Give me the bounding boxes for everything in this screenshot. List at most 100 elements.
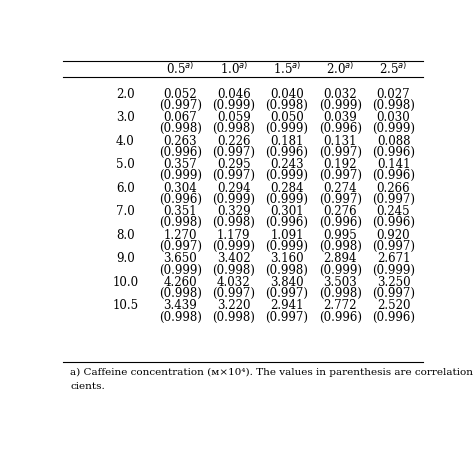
Text: (0.999): (0.999) xyxy=(265,123,309,136)
Text: (0.997): (0.997) xyxy=(265,310,309,323)
Text: (0.999): (0.999) xyxy=(319,99,362,112)
Text: (0.998): (0.998) xyxy=(265,99,309,112)
Text: (0.998): (0.998) xyxy=(212,216,255,229)
Text: (0.998): (0.998) xyxy=(212,310,255,323)
Text: 0.181: 0.181 xyxy=(270,135,304,148)
Text: (0.997): (0.997) xyxy=(212,287,255,300)
Text: (0.997): (0.997) xyxy=(319,146,362,159)
Text: 1.0$^{a)}$: 1.0$^{a)}$ xyxy=(219,62,248,77)
Text: 0.039: 0.039 xyxy=(323,111,357,124)
Text: 3.250: 3.250 xyxy=(377,276,410,289)
Text: 0.329: 0.329 xyxy=(217,205,251,218)
Text: 0.995: 0.995 xyxy=(323,229,357,242)
Text: 2.772: 2.772 xyxy=(324,299,357,313)
Text: (0.997): (0.997) xyxy=(159,240,202,253)
Text: (0.998): (0.998) xyxy=(159,216,202,229)
Text: 1.091: 1.091 xyxy=(270,229,304,242)
Text: (0.999): (0.999) xyxy=(159,169,202,182)
Text: 3.840: 3.840 xyxy=(270,276,304,289)
Text: 1.5$^{a)}$: 1.5$^{a)}$ xyxy=(273,62,301,77)
Text: (0.996): (0.996) xyxy=(372,310,415,323)
Text: (0.996): (0.996) xyxy=(159,193,202,206)
Text: 2.941: 2.941 xyxy=(270,299,304,313)
Text: 3.650: 3.650 xyxy=(164,252,197,265)
Text: 3.220: 3.220 xyxy=(217,299,250,313)
Text: 3.439: 3.439 xyxy=(164,299,197,313)
Text: (0.999): (0.999) xyxy=(212,240,255,253)
Text: 2.671: 2.671 xyxy=(377,252,410,265)
Text: (0.998): (0.998) xyxy=(212,264,255,277)
Text: 0.294: 0.294 xyxy=(217,182,251,195)
Text: 0.131: 0.131 xyxy=(324,135,357,148)
Text: (0.999): (0.999) xyxy=(319,264,362,277)
Text: 0.030: 0.030 xyxy=(377,111,410,124)
Text: (0.996): (0.996) xyxy=(372,169,415,182)
Text: cients.: cients. xyxy=(70,383,105,392)
Text: a) Caffeine concentration (ᴍ×10⁴). The values in parenthesis are correlation coe: a) Caffeine concentration (ᴍ×10⁴). The v… xyxy=(70,367,474,377)
Text: (0.997): (0.997) xyxy=(265,287,309,300)
Text: (0.996): (0.996) xyxy=(372,146,415,159)
Text: (0.996): (0.996) xyxy=(319,310,362,323)
Text: (0.998): (0.998) xyxy=(265,264,309,277)
Text: 0.141: 0.141 xyxy=(377,158,410,172)
Text: 2.5$^{a)}$: 2.5$^{a)}$ xyxy=(379,62,408,77)
Text: 10.0: 10.0 xyxy=(112,276,138,289)
Text: 0.088: 0.088 xyxy=(377,135,410,148)
Text: 4.032: 4.032 xyxy=(217,276,251,289)
Text: (0.996): (0.996) xyxy=(319,216,362,229)
Text: 0.040: 0.040 xyxy=(270,88,304,101)
Text: 8.0: 8.0 xyxy=(116,229,135,242)
Text: 2.520: 2.520 xyxy=(377,299,410,313)
Text: (0.996): (0.996) xyxy=(159,146,202,159)
Text: (0.999): (0.999) xyxy=(212,193,255,206)
Text: 0.301: 0.301 xyxy=(270,205,304,218)
Text: 3.0: 3.0 xyxy=(116,111,135,124)
Text: (0.998): (0.998) xyxy=(159,310,202,323)
Text: (0.998): (0.998) xyxy=(372,99,415,112)
Text: (0.999): (0.999) xyxy=(159,264,202,277)
Text: 0.032: 0.032 xyxy=(323,88,357,101)
Text: 0.067: 0.067 xyxy=(164,111,197,124)
Text: 3.402: 3.402 xyxy=(217,252,251,265)
Text: (0.996): (0.996) xyxy=(319,123,362,136)
Text: (0.997): (0.997) xyxy=(372,287,415,300)
Text: (0.996): (0.996) xyxy=(265,146,309,159)
Text: (0.998): (0.998) xyxy=(319,287,362,300)
Text: 6.0: 6.0 xyxy=(116,182,135,195)
Text: 4.0: 4.0 xyxy=(116,135,135,148)
Text: 0.052: 0.052 xyxy=(164,88,197,101)
Text: (0.998): (0.998) xyxy=(319,240,362,253)
Text: 0.284: 0.284 xyxy=(270,182,304,195)
Text: 4.260: 4.260 xyxy=(164,276,197,289)
Text: 0.304: 0.304 xyxy=(164,182,197,195)
Text: (0.998): (0.998) xyxy=(212,123,255,136)
Text: 0.920: 0.920 xyxy=(377,229,410,242)
Text: (0.997): (0.997) xyxy=(372,193,415,206)
Text: (0.999): (0.999) xyxy=(212,99,255,112)
Text: 0.357: 0.357 xyxy=(164,158,197,172)
Text: 0.027: 0.027 xyxy=(377,88,410,101)
Text: 0.046: 0.046 xyxy=(217,88,251,101)
Text: 0.192: 0.192 xyxy=(324,158,357,172)
Text: 3.160: 3.160 xyxy=(270,252,304,265)
Text: 2.894: 2.894 xyxy=(324,252,357,265)
Text: (0.999): (0.999) xyxy=(265,193,309,206)
Text: (0.997): (0.997) xyxy=(212,146,255,159)
Text: 9.0: 9.0 xyxy=(116,252,135,265)
Text: 0.5$^{a)}$: 0.5$^{a)}$ xyxy=(166,62,195,77)
Text: 0.059: 0.059 xyxy=(217,111,251,124)
Text: (0.997): (0.997) xyxy=(319,193,362,206)
Text: (0.999): (0.999) xyxy=(372,123,415,136)
Text: (0.999): (0.999) xyxy=(372,264,415,277)
Text: (0.998): (0.998) xyxy=(159,287,202,300)
Text: 0.243: 0.243 xyxy=(270,158,304,172)
Text: 0.050: 0.050 xyxy=(270,111,304,124)
Text: 0.274: 0.274 xyxy=(323,182,357,195)
Text: (0.996): (0.996) xyxy=(265,216,309,229)
Text: 0.276: 0.276 xyxy=(323,205,357,218)
Text: (0.998): (0.998) xyxy=(159,123,202,136)
Text: 2.0$^{a)}$: 2.0$^{a)}$ xyxy=(326,62,355,77)
Text: (0.997): (0.997) xyxy=(372,240,415,253)
Text: 0.295: 0.295 xyxy=(217,158,251,172)
Text: 0.351: 0.351 xyxy=(164,205,197,218)
